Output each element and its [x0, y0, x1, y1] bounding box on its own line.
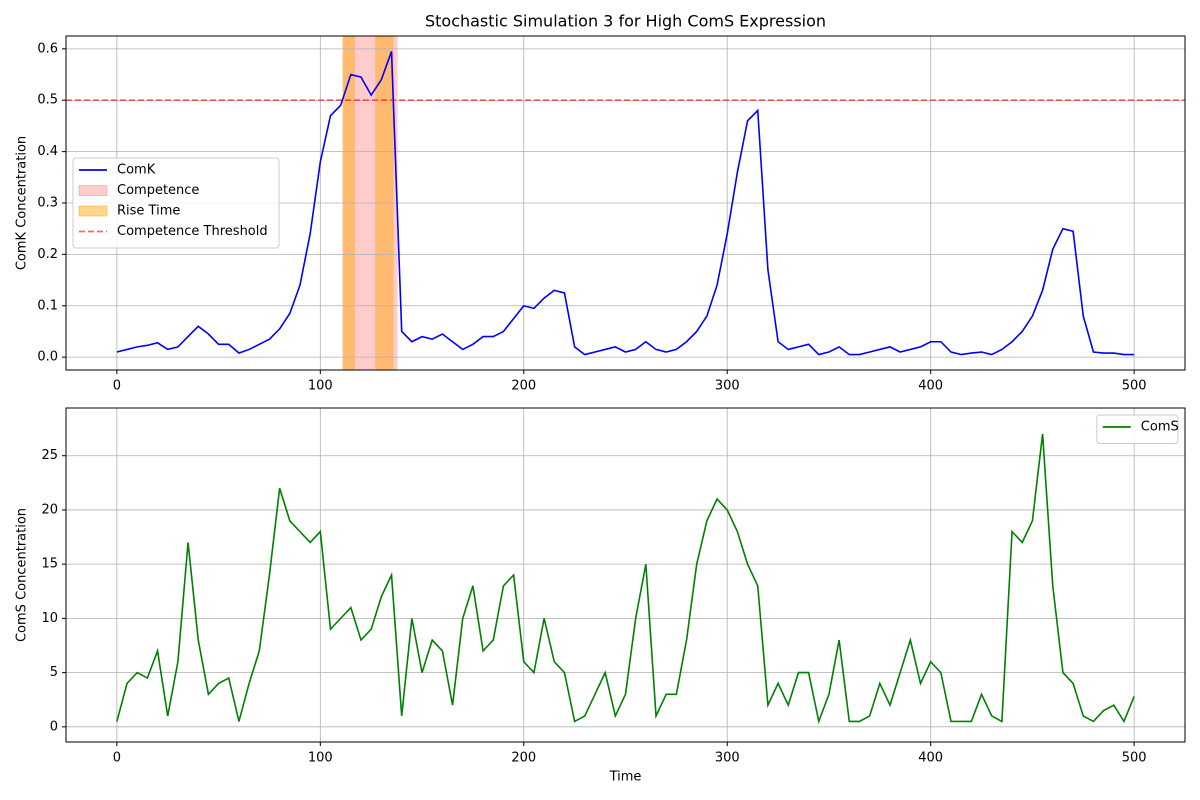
data-line [116, 433, 1135, 725]
x-tick-label: 300 [715, 751, 740, 766]
y-tick-label: 0.6 [37, 41, 58, 56]
legend-box [72, 157, 280, 249]
axes-frame [65, 407, 1186, 743]
y-tick-label: 15 [41, 557, 58, 572]
y-tick-label: 5 [50, 665, 58, 680]
legend-label: ComK [117, 163, 156, 178]
x-tick-label: 500 [1122, 379, 1147, 394]
x-tick-label: 200 [511, 379, 536, 394]
x-tick-label: 400 [918, 379, 943, 394]
y-tick-label: 0.1 [37, 298, 58, 313]
y-tick-label: 25 [41, 448, 58, 463]
legend-swatch [78, 185, 108, 196]
data-line [116, 51, 1135, 356]
plot-area [116, 433, 1135, 725]
legend-label: Rise Time [117, 204, 180, 219]
y-tick-label: 0.5 [37, 93, 58, 108]
axes-frame [65, 35, 1186, 371]
y-tick-label: 0.4 [37, 144, 58, 159]
x-tick-label: 100 [308, 751, 333, 766]
legend-label: ComS [1141, 420, 1179, 435]
legend-label: Competence Threshold [117, 224, 268, 239]
y-tick-label: 0 [50, 719, 58, 734]
y-tick-label: 0.0 [37, 350, 58, 365]
y-tick-label: 0.3 [37, 196, 58, 211]
x-tick-label: 300 [715, 379, 740, 394]
x-tick-label: 100 [308, 379, 333, 394]
x-tick-label: 200 [511, 751, 536, 766]
x-tick-label: 0 [113, 751, 121, 766]
x-axis-label: Time [609, 770, 642, 785]
plot-area [116, 51, 1135, 356]
y-axis-label: ComS Concentration [15, 508, 30, 642]
legend-box [1096, 414, 1179, 444]
x-tick-label: 500 [1122, 751, 1147, 766]
y-tick-label: 20 [41, 502, 58, 517]
legend-swatch [78, 205, 108, 217]
x-tick-label: 0 [113, 379, 121, 394]
y-tick-label: 10 [41, 611, 58, 626]
y-tick-label: 0.2 [37, 247, 58, 262]
chart-title: Stochastic Simulation 3 for High ComS Ex… [425, 12, 826, 31]
y-axis-label: ComK Concentration [15, 136, 30, 270]
x-tick-label: 400 [918, 751, 943, 766]
legend-label: Competence [117, 183, 199, 198]
